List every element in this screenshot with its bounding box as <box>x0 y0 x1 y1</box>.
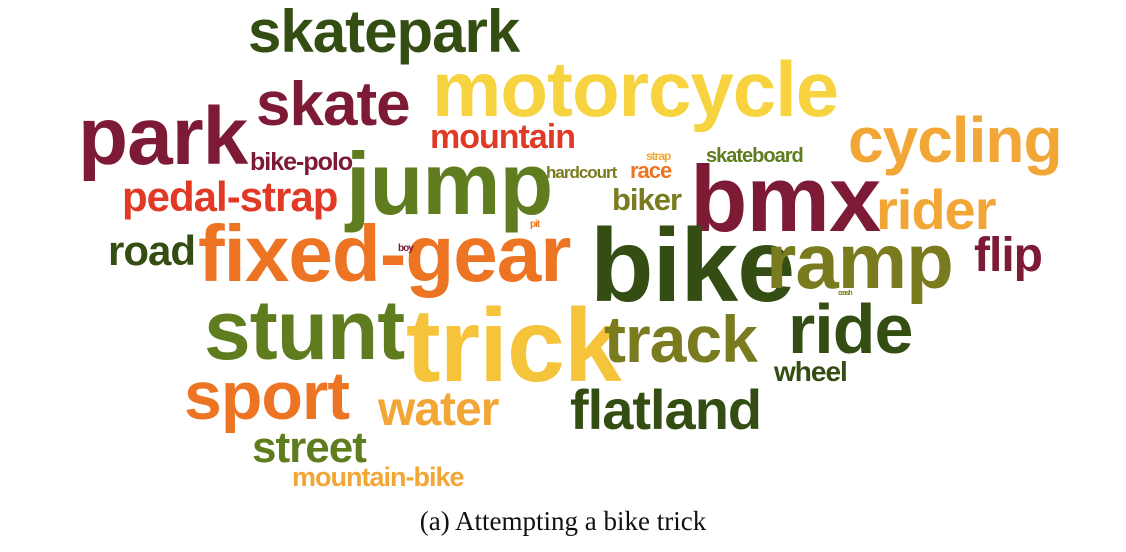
word-biker: biker <box>612 182 682 217</box>
word-track: track <box>604 302 758 376</box>
word-mountain-bike: mountain-bike <box>292 462 465 492</box>
word-stunt: stunt <box>204 283 405 377</box>
word-race: race <box>630 158 672 183</box>
word-trick: trick <box>406 288 622 404</box>
word-jump: jump <box>346 134 553 233</box>
word-skate: skate <box>256 70 411 139</box>
word-mountain: mountain <box>430 118 576 156</box>
word-motorcycle: motorcycle <box>432 45 839 133</box>
word-sport: sport <box>184 358 350 434</box>
word-flatland: flatland <box>570 378 762 441</box>
figure-caption: (a) Attempting a bike trick <box>419 506 707 536</box>
word-ride: ride <box>788 290 913 368</box>
word-bmx: bmx <box>690 146 881 251</box>
word-cycling: cycling <box>848 104 1063 176</box>
word-street: street <box>252 423 367 472</box>
word-boy: boy <box>398 243 414 254</box>
word-pedal-strap: pedal-strap <box>122 173 338 220</box>
word-wheel: wheel <box>774 356 848 387</box>
word-road: road <box>108 227 196 274</box>
word-ramp: ramp <box>766 217 954 305</box>
word-pit: pit <box>530 219 540 230</box>
word-skateboard: skateboard <box>706 145 804 167</box>
word-bike-polo: bike-polo <box>250 148 353 176</box>
word-park: park <box>78 91 248 182</box>
word-skatepark: skatepark <box>248 0 520 65</box>
word-cloud: skatepark motorcycle skate park mountain… <box>78 0 1063 492</box>
word-strap: strap <box>646 149 671 163</box>
word-crash: crash <box>838 290 853 297</box>
word-hardcourt: hardcourt <box>546 163 617 182</box>
word-water: water <box>378 383 499 436</box>
word-flip: flip <box>974 229 1043 282</box>
word-bike: bike <box>590 208 795 324</box>
word-rider: rider <box>876 178 996 241</box>
word-fixed-gear: fixed-gear <box>198 209 571 298</box>
